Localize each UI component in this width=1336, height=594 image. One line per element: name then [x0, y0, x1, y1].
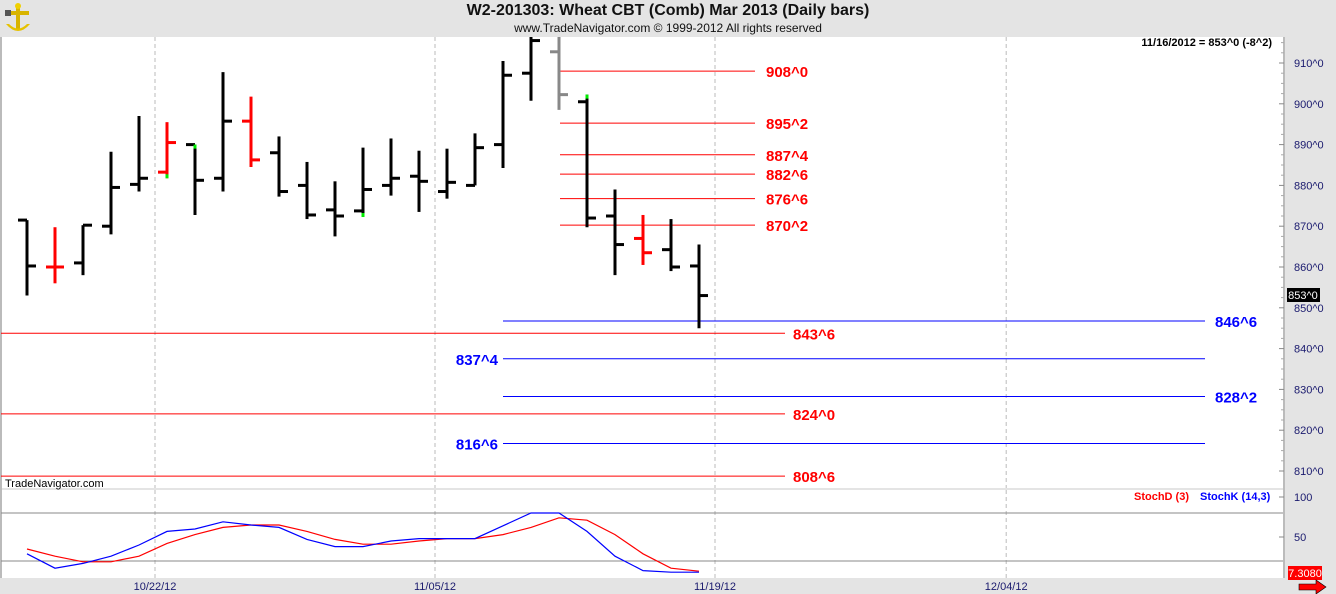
- ohlc-bar: [382, 138, 400, 196]
- ohlc-bar: [606, 189, 624, 276]
- ohlc-bar: [270, 136, 288, 197]
- y-tick-label: 890^0: [1294, 140, 1324, 152]
- y-tick-label: 810^0: [1294, 466, 1324, 478]
- y-tick-label: 900^0: [1294, 99, 1324, 111]
- ohlc-bar: [186, 143, 204, 215]
- last-price-tag: [1287, 288, 1320, 302]
- ohlc-bar: [18, 218, 36, 296]
- ohlc-bar: [326, 181, 344, 237]
- y-tick-label: 870^0: [1294, 221, 1324, 233]
- last-price-tag-text: 853^0: [1288, 290, 1318, 302]
- stochk-line: [26, 512, 699, 573]
- level-label: 843^6: [793, 326, 835, 343]
- ohlc-bar: [578, 94, 596, 228]
- copyright-text: www.TradeNavigator.com © 1999-2012 All r…: [514, 21, 822, 35]
- x-tick-label: 12/04/12: [985, 581, 1028, 593]
- level-label: 824^0: [793, 407, 835, 424]
- level-label: 870^2: [766, 218, 808, 235]
- y-tick-label: 840^0: [1294, 344, 1324, 356]
- level-label: 895^2: [766, 116, 808, 133]
- watermark-text: TradeNavigator.com: [5, 478, 104, 490]
- level-label: 808^6: [793, 469, 835, 486]
- level-label: 876^6: [766, 192, 808, 209]
- stoch-y-tick-label: 50: [1294, 532, 1306, 544]
- ohlc-bar: [298, 161, 316, 220]
- price-readout: 11/16/2012 = 853^0 (-8^2): [1141, 37, 1272, 49]
- y-tick-label: 910^0: [1294, 58, 1324, 70]
- ohlc-bar: [634, 214, 652, 265]
- level-label: 887^4: [766, 148, 809, 165]
- y-tick-label: 860^0: [1294, 262, 1324, 274]
- y-tick-label: 880^0: [1294, 180, 1324, 192]
- y-tick-label: 830^0: [1294, 384, 1324, 396]
- ohlc-bar: [214, 72, 232, 192]
- bar-signal-marker: [585, 94, 589, 99]
- ohlc-bar: [690, 244, 708, 329]
- ohlc-bar: [410, 150, 428, 212]
- level-label: 816^6: [456, 436, 498, 453]
- chart-header: W2-201303: Wheat CBT (Comb) Mar 2013 (Da…: [0, 0, 1336, 37]
- ohlc-bar: [158, 122, 176, 179]
- stochastic-panel[interactable]: [1, 490, 1283, 578]
- x-tick-label: 11/19/12: [694, 581, 736, 593]
- ohlc-bar: [130, 116, 148, 192]
- ohlc-bar: [438, 148, 456, 199]
- bar-signal-marker: [165, 174, 169, 179]
- y-tick-label: 850^0: [1294, 303, 1324, 315]
- bar-signal-marker: [193, 144, 197, 149]
- ohlc-bar: [662, 219, 680, 272]
- y-tick-label: 820^0: [1294, 425, 1324, 437]
- chart-title: W2-201303: Wheat CBT (Comb) Mar 2013 (Da…: [466, 2, 870, 19]
- level-label: 882^6: [766, 167, 808, 184]
- ohlc-bar: [74, 223, 92, 276]
- level-label: 828^2: [1215, 390, 1257, 407]
- ohlc-bar: [550, 37, 568, 110]
- ohlc-bar: [46, 227, 64, 284]
- stochd-line: [26, 517, 700, 572]
- ohlc-bar: [522, 37, 540, 101]
- bar-signal-marker: [361, 213, 365, 218]
- stoch-y-tick-label: 100: [1294, 492, 1312, 504]
- ohlc-bar: [354, 147, 372, 218]
- trade-navigator-logo-icon[interactable]: [3, 2, 33, 36]
- ohlc-bar: [494, 60, 512, 169]
- ohlc-bar: [466, 133, 484, 187]
- legend-stochk: StochK (14,3): [1200, 491, 1271, 503]
- legend-stochd: StochD (3): [1134, 491, 1189, 503]
- stoch-last-value-tag: [1288, 566, 1322, 580]
- x-tick-label: 11/05/12: [414, 581, 456, 593]
- level-label: 837^4: [456, 352, 499, 369]
- stoch-last-value-text: 7.3080: [1288, 568, 1322, 580]
- x-tick-label: 10/22/12: [134, 581, 177, 593]
- scroll-right-arrow-icon[interactable]: [1298, 579, 1327, 594]
- ohlc-bar: [242, 96, 260, 168]
- ohlc-bar: [102, 151, 120, 235]
- level-label: 908^0: [766, 64, 808, 81]
- level-label: 846^6: [1215, 314, 1257, 331]
